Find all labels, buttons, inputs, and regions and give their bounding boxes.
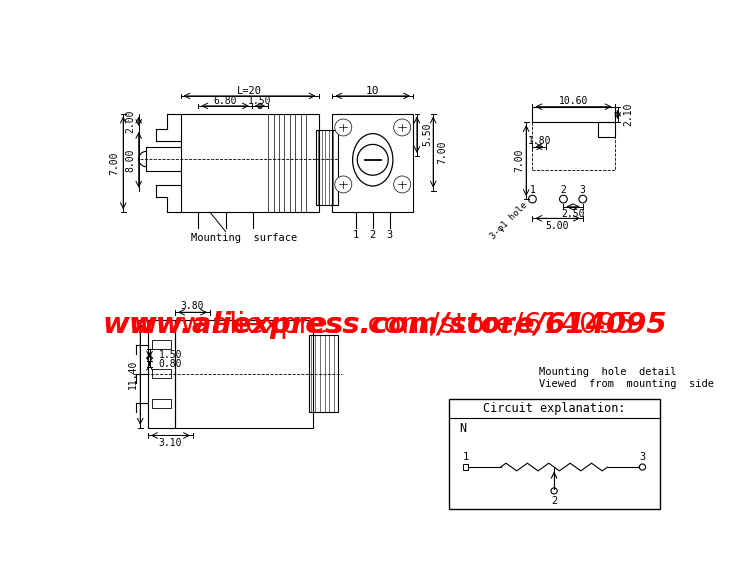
- Text: 5.00: 5.00: [545, 221, 569, 231]
- Bar: [152, 340, 171, 349]
- Text: 11.40: 11.40: [128, 359, 137, 389]
- Text: www.aliexpress.com/store/614095: www.aliexpress.com/store/614095: [102, 311, 667, 339]
- Circle shape: [334, 119, 352, 136]
- Bar: [309, 335, 338, 413]
- Bar: [532, 107, 614, 122]
- Circle shape: [560, 195, 567, 203]
- Bar: [181, 114, 319, 212]
- Text: 10.60: 10.60: [559, 95, 588, 106]
- Bar: [152, 370, 171, 378]
- Bar: [148, 320, 175, 428]
- Text: 0.80: 0.80: [159, 359, 182, 369]
- Circle shape: [337, 121, 350, 134]
- Text: 2.50: 2.50: [561, 210, 584, 220]
- Circle shape: [579, 195, 586, 203]
- Bar: [598, 122, 614, 138]
- Text: 1.50: 1.50: [159, 350, 182, 360]
- Text: 2: 2: [551, 496, 557, 506]
- Circle shape: [551, 488, 557, 494]
- Bar: [175, 320, 313, 428]
- Text: 3: 3: [387, 229, 393, 239]
- Circle shape: [357, 145, 388, 175]
- Text: 3.10: 3.10: [159, 438, 182, 448]
- Text: 2: 2: [560, 185, 566, 195]
- Text: Mounting  hole  detail: Mounting hole detail: [539, 367, 676, 377]
- Text: Circuit explanation:: Circuit explanation:: [483, 402, 626, 415]
- Bar: [448, 399, 659, 508]
- Bar: [463, 464, 469, 469]
- Text: 3: 3: [580, 185, 586, 195]
- Text: Mounting  surface: Mounting surface: [190, 232, 297, 243]
- Circle shape: [639, 464, 646, 470]
- Text: 3: 3: [639, 452, 646, 462]
- Text: 7.00: 7.00: [437, 141, 448, 164]
- Text: 3-φ1 hole: 3-φ1 hole: [489, 200, 530, 241]
- Text: 6.80: 6.80: [213, 96, 236, 106]
- Circle shape: [334, 176, 352, 193]
- Bar: [152, 399, 171, 408]
- Text: 8.00: 8.00: [125, 148, 135, 171]
- Text: 2: 2: [370, 229, 376, 239]
- Ellipse shape: [352, 134, 393, 186]
- Circle shape: [529, 195, 536, 203]
- Text: 1: 1: [530, 185, 536, 195]
- Text: 1: 1: [352, 229, 358, 239]
- Text: 1: 1: [463, 452, 469, 462]
- Text: 7.00: 7.00: [514, 149, 524, 173]
- Text: 2.00: 2.00: [125, 110, 135, 133]
- Text: 10: 10: [366, 85, 380, 95]
- Text: 2.10: 2.10: [623, 103, 634, 126]
- Text: www.aliexpress.com/store/614095: www.aliexpress.com/store/614095: [134, 311, 635, 339]
- Bar: [332, 114, 413, 212]
- Circle shape: [396, 121, 409, 134]
- Circle shape: [337, 178, 350, 191]
- Text: 3.80: 3.80: [181, 301, 204, 311]
- Text: 1.80: 1.80: [528, 137, 551, 146]
- Text: 1.50: 1.50: [248, 96, 272, 106]
- Text: Viewed  from  mounting  side: Viewed from mounting side: [539, 379, 714, 389]
- Text: N: N: [460, 422, 466, 435]
- Circle shape: [394, 176, 411, 193]
- Bar: [316, 130, 338, 205]
- Circle shape: [394, 119, 411, 136]
- Text: 7.00: 7.00: [110, 151, 120, 175]
- Circle shape: [396, 178, 409, 191]
- Text: L=20: L=20: [237, 85, 262, 95]
- Text: 5.50: 5.50: [422, 123, 432, 146]
